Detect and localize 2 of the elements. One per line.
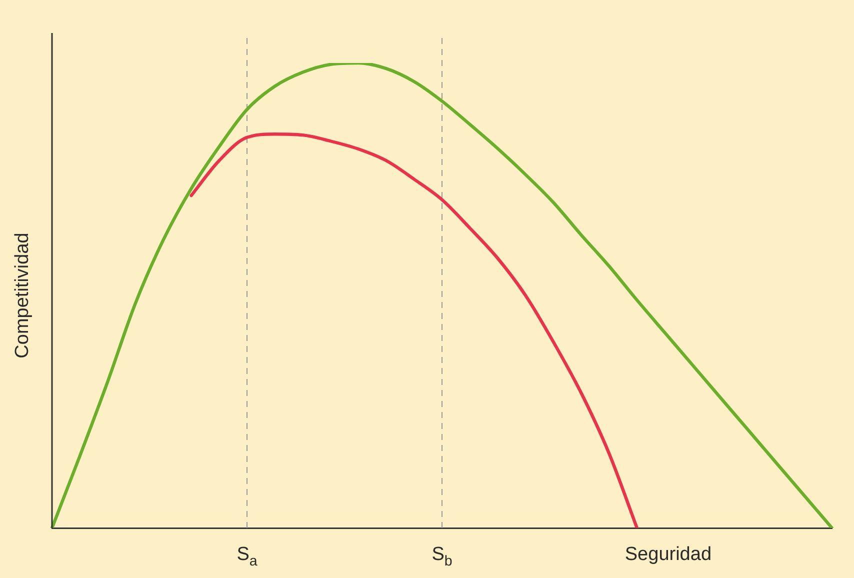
x-axis-title: Seguridad (624, 544, 712, 565)
y-axis-title: Competitividad (12, 232, 33, 358)
